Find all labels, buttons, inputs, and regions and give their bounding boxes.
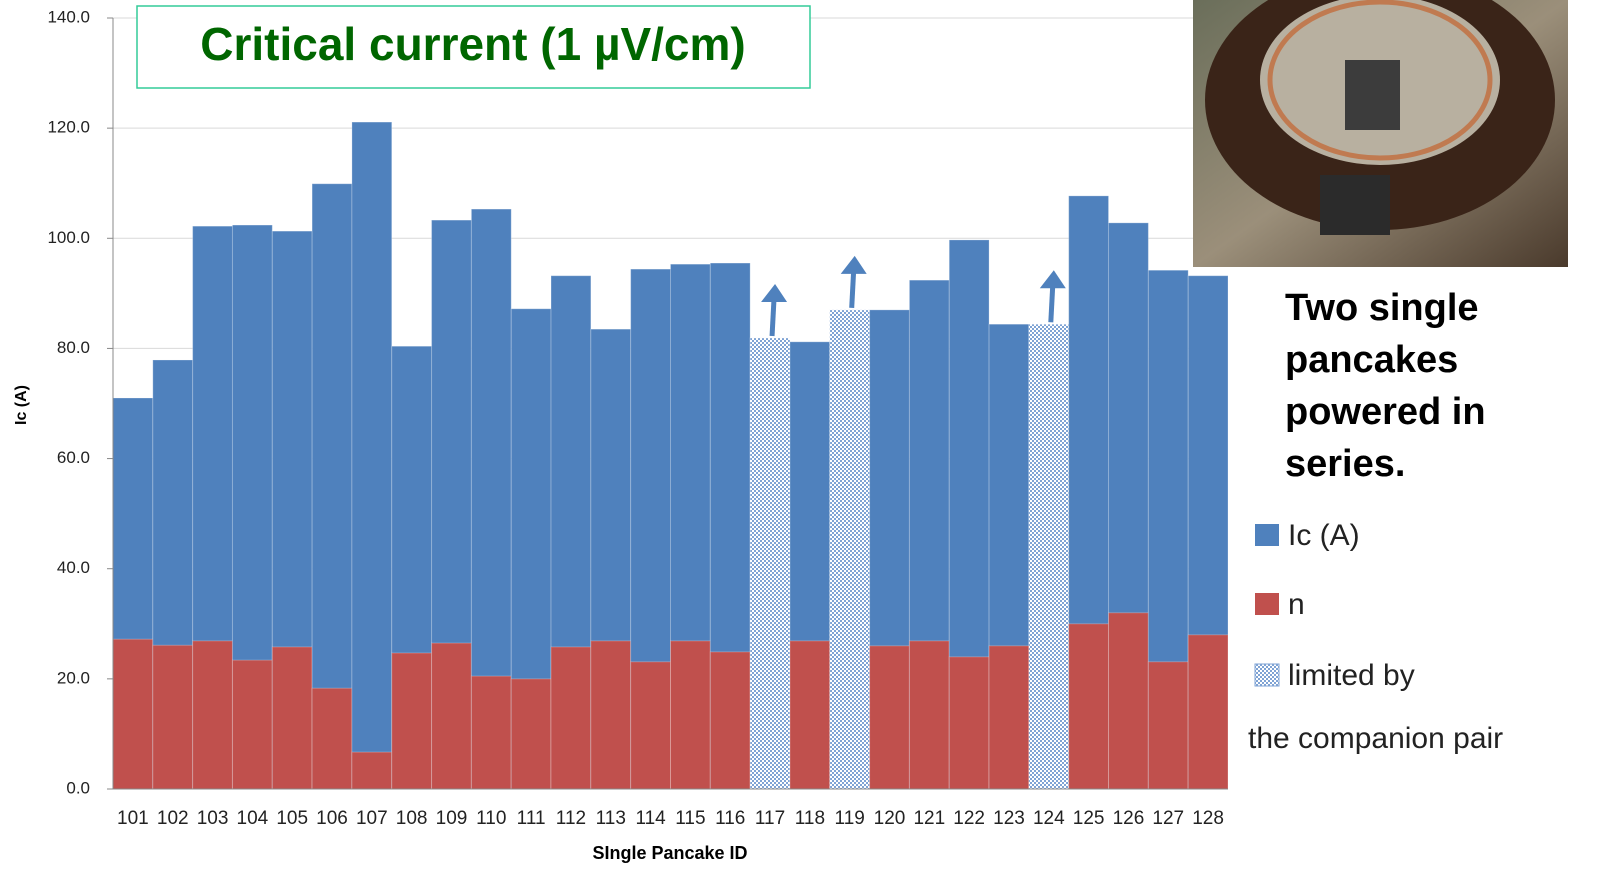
legend-swatch: [1255, 593, 1279, 615]
x-tick-label: 104: [237, 808, 269, 829]
bar: [1187, 634, 1229, 790]
x-tick-label: 110: [476, 808, 506, 829]
annotation-box: Two single pancakes powered in series.: [1285, 287, 1486, 485]
arrow-shaft: [769, 297, 777, 337]
x-tick-label: 105: [276, 808, 308, 829]
bar: [988, 645, 1030, 790]
bar: [590, 640, 632, 790]
bar: [789, 640, 831, 790]
bar: [948, 656, 990, 790]
x-axis-title: SIngle Pancake ID: [592, 843, 747, 863]
bar: [152, 644, 194, 790]
x-tick-label: 120: [874, 808, 906, 829]
arrow-shaft: [1048, 284, 1056, 323]
bar: [1108, 612, 1149, 790]
y-tick-label: 20.0: [57, 668, 90, 687]
x-tick-label: 128: [1192, 808, 1224, 829]
bar: [829, 309, 871, 790]
x-tick-label: 102: [157, 808, 189, 829]
bar: [271, 646, 313, 790]
legend-label: n: [1288, 588, 1305, 621]
bar: [749, 337, 791, 790]
bar: [470, 675, 512, 790]
bar: [869, 645, 910, 790]
photo: [1193, 0, 1568, 267]
x-tick-label: 123: [993, 808, 1025, 829]
bar: [630, 661, 672, 790]
legend-swatch: [1255, 524, 1279, 546]
x-tick-label: 112: [556, 808, 586, 829]
arrow-shaft: [849, 269, 857, 309]
x-tick-label: 111: [517, 808, 546, 829]
bar: [1028, 323, 1070, 790]
y-tick-label: 60.0: [57, 448, 90, 467]
bar: [510, 678, 552, 790]
x-tick-label: 119: [835, 808, 865, 829]
bar: [1147, 661, 1189, 790]
x-tick-label: 125: [1073, 808, 1105, 829]
bar: [391, 652, 433, 790]
x-tick-label: 127: [1152, 808, 1184, 829]
x-tick-label: 113: [596, 808, 626, 829]
x-tick-label: 114: [635, 808, 666, 829]
x-tick-label: 116: [715, 808, 745, 829]
bar: [908, 640, 950, 790]
bar: [351, 121, 393, 790]
y-tick-label: 100.0: [47, 228, 90, 247]
bar: [550, 646, 592, 790]
x-tick-label: 107: [356, 808, 388, 829]
bar: [192, 640, 233, 790]
arrow-head: [1039, 270, 1066, 289]
legend-note: the companion pair: [1248, 722, 1503, 755]
x-tick-label: 106: [316, 808, 348, 829]
bar: [431, 642, 472, 790]
x-tick-label: 124: [1033, 808, 1065, 829]
arrow-head: [761, 283, 788, 302]
bar: [670, 640, 711, 790]
y-axis-title: Ic (A): [13, 385, 30, 425]
bar: [311, 687, 353, 790]
bar: [112, 638, 154, 790]
bar: [311, 183, 353, 790]
y-tick-label: 0.0: [66, 778, 90, 797]
x-tick-label: 108: [396, 808, 428, 829]
x-tick-label: 103: [197, 808, 229, 829]
y-tick-label: 120.0: [47, 118, 90, 137]
x-tick-label: 115: [675, 808, 705, 829]
chart-title: Critical current (1 µV/cm): [200, 18, 745, 70]
arrow-head: [840, 255, 867, 274]
annotation: Two single pancakes powered in series.: [1285, 287, 1486, 485]
x-tick-label: 109: [436, 808, 468, 829]
legend-swatch: [1254, 663, 1280, 687]
legend-label: limited by: [1288, 659, 1415, 692]
bar: [231, 659, 273, 790]
x-tick-label: 122: [953, 808, 985, 829]
x-tick-label: 101: [117, 808, 149, 829]
legend-label: Ic (A): [1288, 519, 1360, 552]
bar: [1068, 623, 1110, 790]
x-tick-label: 126: [1113, 808, 1145, 829]
x-tick-label: 117: [755, 808, 785, 829]
y-tick-label: 40.0: [57, 558, 90, 577]
bar: [351, 751, 393, 790]
title-box: [136, 5, 811, 89]
y-tick-label: 140.0: [47, 7, 90, 26]
x-tick-label: 118: [795, 808, 825, 829]
x-tick-label: 121: [913, 808, 945, 829]
y-tick-label: 80.0: [57, 338, 90, 357]
bar: [709, 651, 751, 790]
